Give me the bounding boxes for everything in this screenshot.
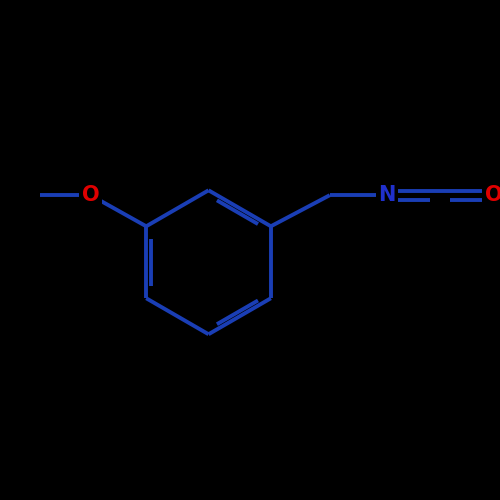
Text: O: O	[484, 185, 500, 205]
Text: O: O	[82, 185, 100, 205]
Text: N: N	[378, 185, 396, 205]
